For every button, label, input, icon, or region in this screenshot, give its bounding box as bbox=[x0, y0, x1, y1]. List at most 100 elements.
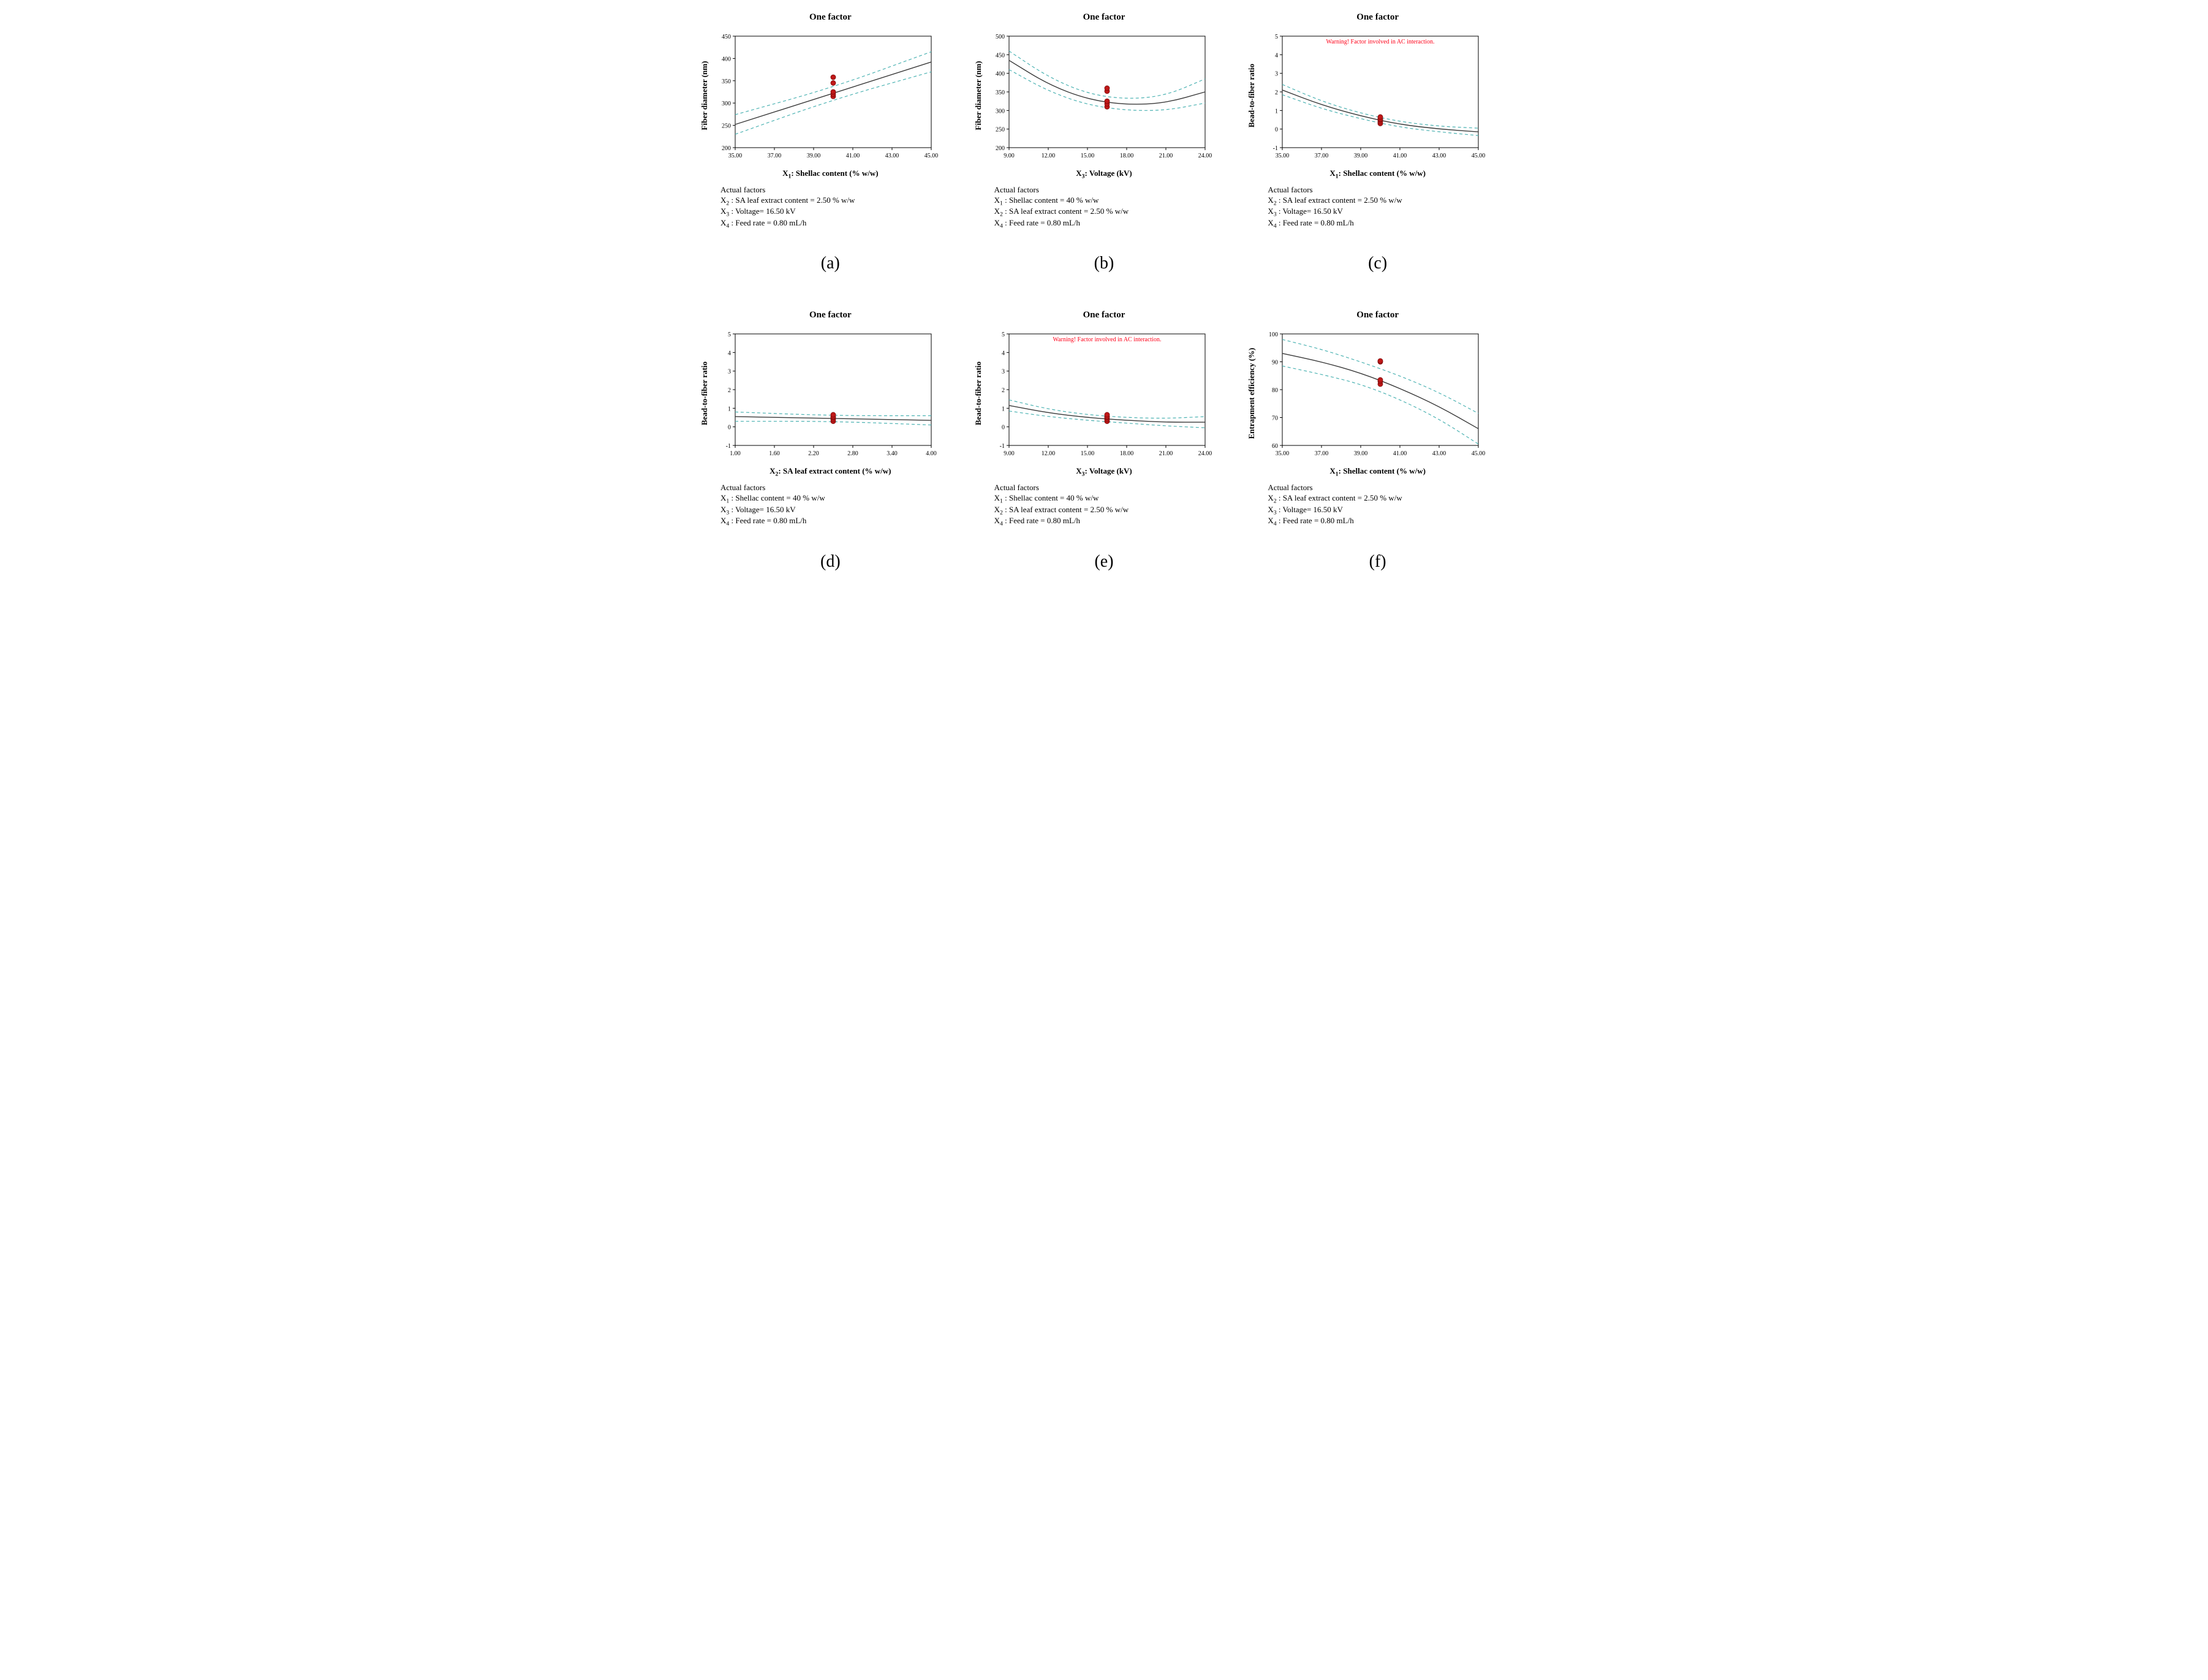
ytick-label: 70 bbox=[1272, 415, 1278, 422]
factor-line: X3 : Voltage= 16.50 kV bbox=[1268, 206, 1502, 218]
xtick-label: 3.40 bbox=[887, 450, 898, 457]
xtick-label: 35.00 bbox=[1276, 450, 1290, 457]
actual-factors: Actual factors X2 : SA leaf extract cont… bbox=[706, 185, 955, 230]
factor-line: X4 : Feed rate = 0.80 mL/h bbox=[1268, 218, 1502, 230]
y-axis-label: Bead-to-fiber ratio bbox=[1247, 64, 1257, 127]
ytick-label: -1 bbox=[1273, 145, 1278, 152]
xtick-label: 41.00 bbox=[1393, 153, 1407, 159]
ytick-label: 450 bbox=[722, 34, 731, 40]
ytick-label: 5 bbox=[1002, 331, 1005, 338]
panel-b: One factor Fiber diameter (nm) 200250300… bbox=[980, 12, 1229, 273]
factor-line: X2 : SA leaf extract content = 2.50 % w/… bbox=[720, 195, 955, 207]
xtick-label: 24.00 bbox=[1198, 450, 1212, 457]
xtick-label: 45.00 bbox=[924, 153, 939, 159]
ytick-label: 400 bbox=[996, 71, 1005, 78]
subfigure-label: (c) bbox=[1253, 254, 1502, 273]
ytick-label: 90 bbox=[1272, 360, 1278, 366]
subfigure-label: (b) bbox=[980, 254, 1229, 273]
xtick-label: 12.00 bbox=[1041, 153, 1055, 159]
factor-line: X1 : Shellac content = 40 % w/w bbox=[720, 493, 955, 505]
chart-title: One factor bbox=[706, 12, 955, 23]
chart-title: One factor bbox=[1253, 12, 1502, 23]
data-marker bbox=[1105, 86, 1110, 91]
actual-factors: Actual factors X2 : SA leaf extract cont… bbox=[1253, 483, 1502, 528]
xtick-label: 45.00 bbox=[1472, 450, 1486, 457]
y-axis-label: Bead-to-fiber ratio bbox=[974, 361, 983, 425]
plot-wrap: Bead-to-fiber ratio Warning! Factor invo… bbox=[980, 323, 1229, 464]
factors-heading: Actual factors bbox=[720, 483, 955, 493]
x-axis-label: X3: Voltage (kV) bbox=[980, 466, 1229, 478]
xtick-label: 4.00 bbox=[926, 450, 937, 457]
panel-f: One factor Entrapment efficiency (%) 607… bbox=[1253, 310, 1502, 571]
xtick-label: 9.00 bbox=[1004, 450, 1015, 457]
xtick-label: 45.00 bbox=[1472, 153, 1486, 159]
xtick-label: 18.00 bbox=[1119, 153, 1133, 159]
data-marker bbox=[1378, 377, 1383, 382]
ytick-label: 350 bbox=[996, 89, 1005, 96]
plot-d: -10123451.001.602.202.803.404.00 bbox=[706, 323, 939, 464]
xtick-label: 12.00 bbox=[1041, 450, 1055, 457]
x-axis-label: X1: Shellac content (% w/w) bbox=[706, 168, 955, 180]
plot-e: Warning! Factor involved in AC interacti… bbox=[980, 323, 1212, 464]
subfigure-label: (e) bbox=[980, 552, 1229, 572]
ytick-label: 4 bbox=[1275, 52, 1278, 59]
plot-frame bbox=[1009, 334, 1205, 445]
chart-title: One factor bbox=[980, 310, 1229, 320]
data-marker bbox=[831, 89, 836, 94]
xtick-label: 2.20 bbox=[808, 450, 819, 457]
actual-factors: Actual factors X1 : Shellac content = 40… bbox=[706, 483, 955, 528]
data-marker bbox=[1105, 99, 1110, 104]
actual-factors: Actual factors X1 : Shellac content = 40… bbox=[980, 483, 1229, 528]
y-axis-label: Entrapment efficiency (%) bbox=[1247, 348, 1257, 439]
factors-heading: Actual factors bbox=[720, 185, 955, 195]
factors-heading: Actual factors bbox=[994, 483, 1229, 493]
plot-wrap: Fiber diameter (nm) 20025030035040045035… bbox=[706, 25, 955, 166]
chart-title: One factor bbox=[706, 310, 955, 320]
factor-line: X2 : SA leaf extract content = 2.50 % w/… bbox=[994, 505, 1229, 516]
factor-line: X4 : Feed rate = 0.80 mL/h bbox=[1268, 516, 1502, 528]
panel-e: One factor Bead-to-fiber ratio Warning! … bbox=[980, 310, 1229, 571]
y-axis-label: Bead-to-fiber ratio bbox=[700, 361, 709, 425]
xtick-label: 15.00 bbox=[1080, 153, 1094, 159]
xtick-label: 2.80 bbox=[847, 450, 858, 457]
ytick-label: 2 bbox=[1275, 89, 1278, 96]
factor-line: X2 : SA leaf extract content = 2.50 % w/… bbox=[1268, 493, 1502, 505]
data-marker bbox=[1378, 359, 1383, 364]
ytick-label: -1 bbox=[999, 443, 1004, 450]
figure-grid: One factor Fiber diameter (nm) 200250300… bbox=[706, 12, 1502, 572]
ytick-label: 60 bbox=[1272, 443, 1278, 450]
ytick-label: 3 bbox=[1275, 71, 1278, 78]
ytick-label: 250 bbox=[722, 123, 731, 130]
factor-line: X3 : Voltage= 16.50 kV bbox=[720, 206, 955, 218]
factor-line: X1 : Shellac content = 40 % w/w bbox=[994, 493, 1229, 505]
subfigure-label: (d) bbox=[706, 552, 955, 572]
ytick-label: 1 bbox=[1275, 108, 1278, 115]
ytick-label: 2 bbox=[728, 387, 731, 394]
ytick-label: 4 bbox=[728, 350, 731, 357]
plot-b: 2002503003504004505009.0012.0015.0018.00… bbox=[980, 25, 1212, 166]
plot-frame bbox=[1282, 36, 1478, 148]
xtick-label: 35.00 bbox=[728, 153, 743, 159]
ytick-label: 0 bbox=[728, 425, 731, 431]
ytick-label: 200 bbox=[722, 145, 731, 152]
factor-line: X4 : Feed rate = 0.80 mL/h bbox=[994, 516, 1229, 528]
xtick-label: 37.00 bbox=[1315, 450, 1329, 457]
ytick-label: 400 bbox=[722, 56, 731, 62]
ytick-label: -1 bbox=[726, 443, 731, 450]
ytick-label: 3 bbox=[728, 369, 731, 376]
chart-title: One factor bbox=[980, 12, 1229, 23]
xtick-label: 43.00 bbox=[1432, 153, 1446, 159]
data-marker bbox=[831, 80, 836, 85]
plot-c: Warning! Factor involved in AC interacti… bbox=[1253, 25, 1486, 166]
xtick-label: 18.00 bbox=[1119, 450, 1133, 457]
panel-c: One factor Bead-to-fiber ratio Warning! … bbox=[1253, 12, 1502, 273]
data-marker bbox=[831, 75, 836, 80]
xtick-label: 41.00 bbox=[1393, 450, 1407, 457]
factor-line: X4 : Feed rate = 0.80 mL/h bbox=[720, 218, 955, 230]
factor-line: X3 : Voltage= 16.50 kV bbox=[720, 505, 955, 516]
xtick-label: 15.00 bbox=[1080, 450, 1094, 457]
factors-heading: Actual factors bbox=[994, 185, 1229, 195]
ytick-label: 3 bbox=[1002, 369, 1005, 376]
actual-factors: Actual factors X1 : Shellac content = 40… bbox=[980, 185, 1229, 230]
xtick-label: 24.00 bbox=[1198, 153, 1212, 159]
